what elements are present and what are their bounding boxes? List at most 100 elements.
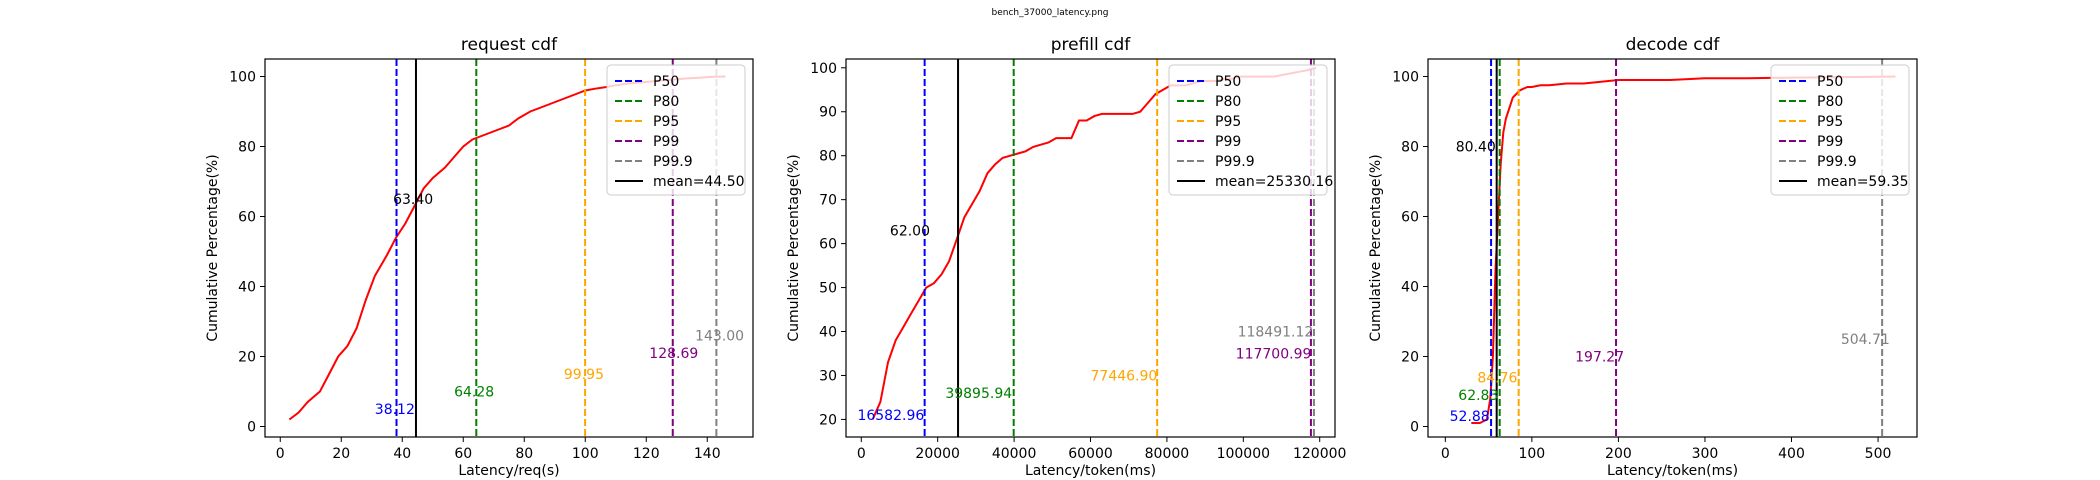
y-axis-label: Cumulative Percentage(%)	[205, 154, 221, 341]
vline-annotation: 39895.94	[945, 386, 1012, 402]
legend-entry: P95	[1817, 114, 1843, 130]
x-tick-label: 0	[276, 446, 285, 462]
y-tick-label: 50	[819, 281, 837, 297]
legend-box	[1168, 64, 1328, 196]
legend-entry: mean=44.50	[653, 174, 745, 190]
chart-title: request cdf	[461, 35, 558, 55]
vline-annotation: 62.00	[890, 223, 930, 239]
y-tick-label: 40	[819, 325, 837, 341]
legend-entry: P95	[653, 114, 679, 130]
legend-entry: P99.9	[1817, 154, 1857, 170]
y-tick-label: 30	[819, 368, 837, 384]
y-tick-label: 20	[1401, 350, 1419, 366]
x-tick-label: 60000	[1068, 446, 1113, 462]
vline-annotation: 77446.90	[1091, 368, 1158, 384]
x-tick-label: 100	[572, 446, 599, 462]
y-tick-label: 100	[810, 61, 837, 77]
vline-annotation: 64.28	[454, 385, 494, 401]
legend-entry: P99	[1817, 134, 1843, 150]
x-tick-label: 40000	[992, 446, 1037, 462]
y-tick-label: 60	[819, 237, 837, 253]
legend: P50 P80 P95 P99 P99.9 mean=44.50	[606, 64, 746, 196]
vline-annotation: 84.76	[1477, 371, 1517, 387]
x-axis-label: Latency/req(s)	[458, 463, 559, 479]
legend: P50 P80 P95 P99 P99.9 mean=59.35	[1770, 64, 1910, 196]
x-tick-label: 0	[1441, 446, 1450, 462]
x-tick-label: 20	[332, 446, 350, 462]
chart-title: decode cdf	[1626, 35, 1721, 55]
x-tick-label: 80	[515, 446, 533, 462]
x-tick-label: 0	[857, 446, 866, 462]
vline-annotation: 128.69	[649, 346, 698, 362]
legend-entry: P50	[653, 74, 679, 90]
y-axis-label: Cumulative Percentage(%)	[1368, 154, 1384, 341]
y-tick-label: 40	[238, 280, 256, 296]
vline-annotation: 63.40	[393, 192, 433, 208]
x-tick-label: 120	[633, 446, 660, 462]
legend-entry: P99	[653, 134, 679, 150]
y-tick-label: 100	[229, 70, 256, 86]
x-tick-label: 100	[1518, 446, 1545, 462]
legend-entry: P50	[1817, 74, 1843, 90]
x-tick-label: 40	[393, 446, 411, 462]
y-tick-label: 60	[1401, 210, 1419, 226]
y-tick-label: 70	[819, 193, 837, 209]
y-axis-label: Cumulative Percentage(%)	[786, 154, 802, 341]
y-tick-label: 0	[247, 420, 256, 436]
y-tick-label: 80	[1401, 140, 1419, 156]
vline-annotation: 118491.12	[1238, 325, 1314, 341]
legend-entry: P80	[1215, 94, 1241, 110]
vline-annotation: 143.00	[695, 329, 744, 345]
chart-prefill-cdf: prefill cdf 16582.96 39895.94 77446.90 11770…	[786, 35, 1346, 479]
y-tick-label: 60	[238, 210, 256, 226]
legend-entry: P99.9	[1215, 154, 1255, 170]
chart-title: prefill cdf	[1051, 35, 1132, 55]
legend-entry: P80	[653, 94, 679, 110]
y-tick-label: 100	[1392, 70, 1419, 86]
axes-frame	[1427, 58, 1918, 438]
y-tick-label: 40	[1401, 280, 1419, 296]
y-tick-label: 0	[1410, 420, 1419, 436]
legend-entry: P50	[1215, 74, 1241, 90]
legend-entry: P80	[1817, 94, 1843, 110]
x-tick-label: 100000	[1217, 446, 1270, 462]
figure-suptitle: bench_37000_latency.png	[991, 8, 1109, 18]
y-tick-label: 90	[819, 105, 837, 121]
legend: P50 P80 P95 P99 P99.9 mean=25330.16	[1168, 64, 1333, 196]
axes-frame	[264, 58, 754, 438]
x-axis-label: Latency/token(ms)	[1025, 463, 1156, 479]
x-tick-label: 200	[1605, 446, 1632, 462]
vline-annotation: 117700.99	[1236, 346, 1312, 362]
x-tick-label: 60	[454, 446, 472, 462]
vline-annotation: 197.27	[1575, 350, 1624, 366]
legend-box	[1770, 64, 1910, 196]
vline-annotation: 504.71	[1841, 332, 1890, 348]
x-tick-label: 400	[1778, 446, 1805, 462]
y-tick-label: 20	[819, 412, 837, 428]
legend-entry: P95	[1215, 114, 1241, 130]
y-tick-label: 80	[238, 140, 256, 156]
vline-annotation: 99.95	[564, 367, 604, 383]
vline-annotation: 38.12	[375, 402, 415, 418]
legend-box	[606, 64, 746, 196]
x-tick-label: 120000	[1293, 446, 1346, 462]
vline-annotation: 62.83	[1458, 388, 1498, 404]
x-tick-label: 500	[1865, 446, 1892, 462]
legend-entry: mean=59.35	[1817, 174, 1909, 190]
x-tick-label: 300	[1692, 446, 1719, 462]
x-tick-label: 140	[694, 446, 721, 462]
y-tick-label: 80	[819, 149, 837, 165]
x-axis-label: Latency/token(ms)	[1607, 463, 1738, 479]
legend-entry: P99	[1215, 134, 1241, 150]
x-tick-label: 80000	[1145, 446, 1190, 462]
vline-annotation: 80.40	[1456, 140, 1496, 156]
legend-entry: P99.9	[653, 154, 693, 170]
x-tick-label: 20000	[915, 446, 960, 462]
legend-entry: mean=25330.16	[1215, 174, 1333, 190]
vline-annotation: 16582.96	[857, 408, 924, 424]
cdf-line-series-0	[1471, 75, 1896, 424]
vline-annotation: 52.88	[1450, 409, 1490, 425]
